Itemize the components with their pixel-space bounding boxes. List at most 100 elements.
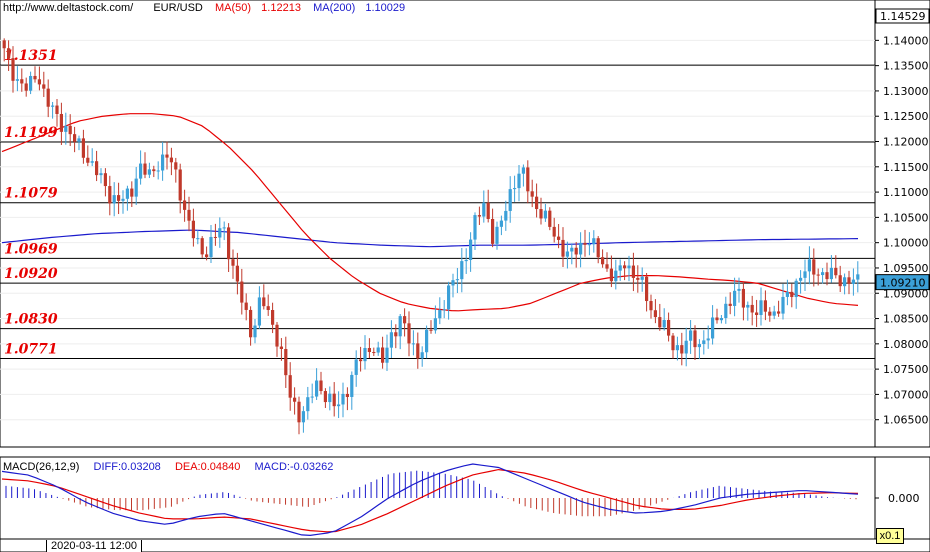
candle	[425, 325, 429, 359]
candle	[99, 168, 103, 184]
candle-body	[90, 161, 94, 163]
candle-body	[759, 300, 763, 316]
y-tick-label: 1.06500	[883, 414, 929, 427]
candle	[658, 303, 662, 331]
candle-body	[187, 209, 191, 221]
level-label: 1.0771	[4, 342, 58, 358]
candle	[354, 350, 358, 387]
candle	[376, 341, 380, 356]
candle-body	[363, 347, 367, 362]
candle	[372, 347, 376, 356]
candle	[645, 272, 649, 312]
candle	[565, 241, 569, 269]
candle	[37, 66, 41, 91]
candle	[33, 66, 37, 83]
candle-body	[438, 309, 442, 319]
candle-body	[2, 40, 6, 49]
candle	[614, 259, 618, 290]
candle	[847, 270, 851, 295]
candle-body	[447, 285, 451, 310]
y-tick-label: 1.10500	[883, 211, 929, 224]
candle	[697, 339, 701, 360]
candle	[442, 300, 446, 319]
candle	[799, 270, 803, 294]
candle-body	[583, 242, 587, 245]
candle	[161, 141, 165, 181]
candle-body	[587, 244, 591, 246]
candle	[816, 268, 820, 286]
candle-body	[596, 238, 600, 258]
candle	[213, 223, 217, 246]
macd-title: MACD(26,12,9)	[3, 461, 80, 473]
candle	[680, 332, 684, 366]
candle-body	[557, 236, 561, 240]
candle-body	[838, 275, 842, 287]
candle-body	[209, 236, 213, 258]
candle	[323, 388, 327, 408]
candle-body	[856, 274, 860, 280]
candle	[702, 330, 706, 355]
candle-body	[152, 169, 156, 172]
candle-body	[442, 309, 446, 311]
candle-body	[77, 138, 81, 142]
grid-layer	[0, 39, 875, 421]
candle	[143, 152, 147, 179]
candle-body	[7, 48, 11, 59]
candle	[416, 332, 420, 369]
candle	[579, 232, 583, 268]
candle-body	[473, 215, 477, 240]
candle	[125, 185, 129, 211]
candle	[64, 112, 68, 145]
candle-body	[645, 276, 649, 302]
candle	[777, 300, 781, 317]
candle-body	[359, 359, 363, 362]
candle-body	[420, 352, 424, 359]
candle	[715, 308, 719, 324]
candle	[73, 126, 77, 153]
candle-body	[724, 303, 728, 318]
candle	[103, 168, 107, 197]
candle-body	[552, 226, 556, 237]
candle	[662, 308, 666, 331]
candle	[345, 387, 349, 411]
candle	[279, 338, 283, 361]
candle-body	[108, 186, 112, 204]
candle-body	[530, 191, 534, 197]
candle-body	[257, 297, 261, 326]
candle-body	[671, 335, 675, 351]
candle	[359, 346, 363, 372]
candle-body	[429, 329, 433, 331]
candle	[178, 163, 182, 214]
candle	[728, 292, 732, 315]
candle-body	[433, 318, 437, 331]
candle	[473, 212, 477, 250]
candle-body	[794, 280, 798, 298]
candle	[570, 243, 574, 265]
candle	[772, 305, 776, 320]
candle-body	[605, 264, 609, 269]
candle	[420, 346, 424, 367]
candle-body	[803, 271, 807, 278]
candle	[724, 296, 728, 324]
candle	[407, 311, 411, 357]
candle	[367, 338, 371, 359]
candle-body	[125, 188, 129, 199]
candle	[200, 236, 204, 258]
level-label: 1.0969	[4, 241, 58, 257]
candle	[363, 335, 367, 370]
candle	[244, 293, 248, 321]
zoom-button[interactable]: x0.1	[876, 528, 904, 544]
candle-body	[200, 238, 204, 255]
candle-body	[306, 397, 310, 412]
candle	[504, 200, 508, 231]
candle-body	[310, 396, 314, 398]
candle	[711, 305, 715, 345]
site-link[interactable]: http://www.deltastock.com/	[3, 2, 134, 14]
candle	[535, 183, 539, 218]
candle	[526, 160, 530, 204]
candle	[240, 268, 244, 315]
candle	[11, 46, 15, 93]
candle-body	[601, 257, 605, 265]
candle-body	[139, 163, 143, 179]
candle-body	[675, 345, 679, 351]
